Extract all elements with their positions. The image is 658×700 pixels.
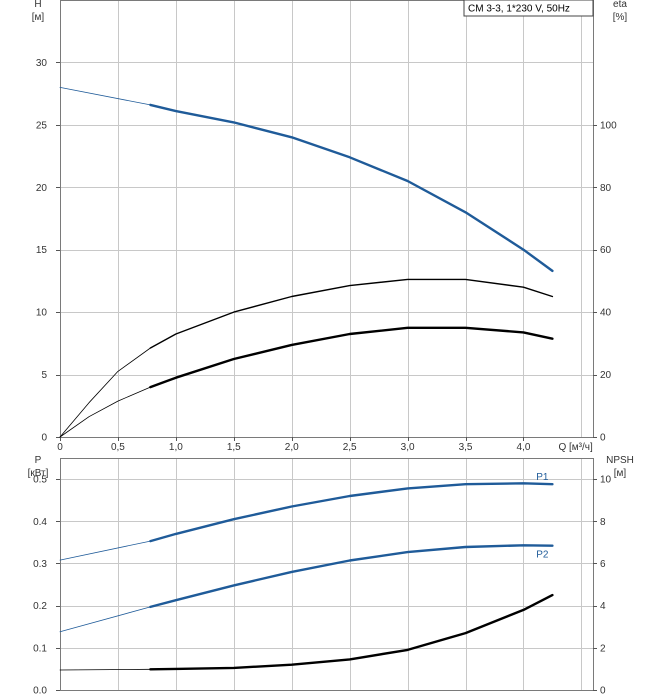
right-axis-bottom: 0 2 4 6 8 10 NPSH [м] <box>593 455 634 697</box>
left-axis-top: 0 5 10 15 20 25 30 H [м] <box>32 0 60 444</box>
left-axis-title: P <box>35 455 42 466</box>
left-tick-label: 0 <box>41 433 47 444</box>
series-extension-line <box>59 347 151 438</box>
series-extension-line <box>59 386 151 438</box>
series-label-p1: P1 <box>536 472 549 483</box>
right-tick-label: 0 <box>600 686 606 697</box>
x-tick-label: 3,0 <box>401 442 415 453</box>
grid-top <box>60 0 593 437</box>
panel-head-efficiency: 0 5 10 15 20 25 30 H [м] 0 20 40 60 80 100 eta [%] 0 0,5 1,… <box>32 0 627 453</box>
series-extension-line <box>59 540 151 561</box>
series-line <box>149 103 554 273</box>
left-tick-label: 30 <box>36 58 48 69</box>
series-bottom: P1 P2 <box>59 472 554 671</box>
series-line <box>149 482 554 543</box>
right-axis-title: NPSH <box>606 455 634 466</box>
left-tick-label: 0.5 <box>33 475 47 486</box>
plot-frame-bottom <box>60 458 594 691</box>
left-tick-label: 5 <box>41 370 47 381</box>
series-label-p2: P2 <box>536 550 549 561</box>
right-axis-title: eta <box>613 0 627 10</box>
grid-bottom <box>60 458 593 690</box>
series-line <box>149 544 554 609</box>
left-tick-label: 0.4 <box>33 517 47 528</box>
left-tick-label: 25 <box>36 120 48 131</box>
left-tick-label: 0.3 <box>33 559 47 570</box>
right-tick-label: 2 <box>600 643 606 654</box>
left-tick-label: 10 <box>36 308 48 319</box>
series-extension-line <box>59 668 151 671</box>
right-axis-unit: [%] <box>613 12 628 23</box>
series-line <box>149 326 554 389</box>
x-tick-label: 0 <box>57 442 63 453</box>
x-tick-label: 2,0 <box>285 442 299 453</box>
x-tick-label: 4,0 <box>517 442 531 453</box>
x-tick-label: 1,0 <box>169 442 183 453</box>
right-tick-label: 40 <box>600 308 612 319</box>
right-tick-label: 60 <box>600 245 612 256</box>
right-tick-label: 6 <box>600 559 606 570</box>
left-tick-label: 0.2 <box>33 601 47 612</box>
right-tick-label: 0 <box>600 433 606 444</box>
x-tick-label: 2,5 <box>343 442 357 453</box>
series-extension-line <box>59 606 151 633</box>
legend-text: CM 3-3, 1*230 V, 50Hz <box>468 4 570 15</box>
left-tick-label: 0.0 <box>33 686 47 697</box>
left-axis-unit: [м] <box>32 12 45 23</box>
x-axis-label: Q [м³/ч] <box>558 442 593 453</box>
series-line <box>149 593 554 671</box>
left-tick-label: 20 <box>36 183 48 194</box>
right-tick-label: 8 <box>600 517 606 528</box>
right-tick-label: 4 <box>600 601 606 612</box>
plot-frame-top <box>60 0 594 438</box>
x-tick-label: 3,5 <box>459 442 473 453</box>
x-axis: 0 0,5 1,0 1,5 2,0 2,5 3,0 3,5 4,0 Q [м³/ч] <box>57 437 593 453</box>
left-tick-label: 0.1 <box>33 643 47 654</box>
right-tick-label: 100 <box>600 120 617 131</box>
series-extension-line <box>59 87 151 106</box>
x-tick-label: 1,5 <box>227 442 241 453</box>
right-axis-top: 0 20 40 60 80 100 eta [%] <box>593 0 627 444</box>
left-axis-unit: [кВт] <box>28 468 49 479</box>
left-tick-label: 15 <box>36 245 48 256</box>
series-line <box>149 278 554 349</box>
right-axis-unit: [м] <box>614 468 627 479</box>
x-tick-label: 0,5 <box>111 442 125 453</box>
right-tick-label: 80 <box>600 183 612 194</box>
left-axis-bottom: 0.0 0.1 0.2 0.3 0.4 0.5 P [кВт] <box>28 455 60 697</box>
panel-power-npsh: 0.0 0.1 0.2 0.3 0.4 0.5 P [кВт] 0 2 4 6 8 10 NPSH [м] P1… <box>28 455 634 697</box>
right-tick-label: 20 <box>600 370 612 381</box>
legend-box: CM 3-3, 1*230 V, 50Hz <box>463 0 594 17</box>
series-top <box>59 87 554 438</box>
right-tick-label: 10 <box>600 475 612 486</box>
left-axis-title: H <box>34 0 41 10</box>
